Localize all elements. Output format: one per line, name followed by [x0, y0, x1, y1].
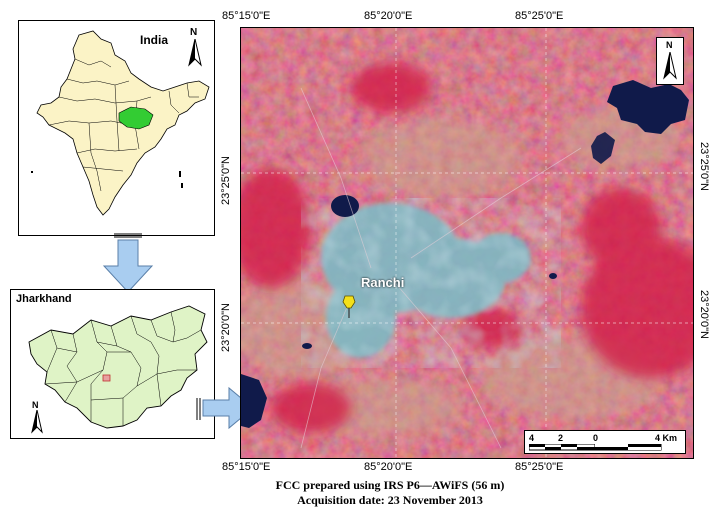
scale-bar: 4 2 0 4 Km — [524, 430, 686, 454]
satellite-image — [240, 27, 694, 459]
ranchi-highlight — [102, 374, 111, 382]
reservoir-north-east — [607, 80, 689, 134]
lake-south-west — [241, 374, 267, 428]
india-north-arrow: N — [185, 27, 205, 69]
scale-label-3: 4 Km — [655, 433, 678, 443]
north-arrow-icon — [188, 39, 202, 67]
scale-label-0: 4 — [529, 433, 535, 443]
jharkhand-title: Jharkhand — [16, 293, 72, 305]
caption-line-1: FCC prepared using IRS P6—AWiFS (56 m) — [275, 478, 505, 492]
lake-north — [331, 195, 359, 217]
jharkhand-outline — [28, 305, 208, 429]
lat-tick-right-2: 23°20'0"N — [698, 290, 710, 339]
north-label: N — [190, 27, 198, 38]
north-arrow-icon — [31, 410, 43, 434]
lon-tick-bottom-2: 85°20'0"E — [364, 461, 413, 473]
ranchi-pin-icon — [342, 295, 356, 318]
lon-tick-top-1: 85°15'0"E — [222, 10, 271, 22]
lat-tick-right-1: 23°25'0"N — [698, 142, 710, 191]
jharkhand-map — [28, 305, 208, 429]
jharkhand-highlight — [118, 106, 154, 130]
jharkhand-north-arrow: N — [29, 400, 49, 436]
ranchi-label: Ranchi — [361, 275, 405, 290]
lon-tick-bottom-1: 85°15'0"E — [222, 461, 271, 473]
lon-tick-top-3: 85°25'0"E — [515, 10, 564, 22]
india-inset-panel: India N — [18, 20, 215, 236]
india-map — [31, 30, 210, 216]
lat-tick-left-2: 23°20'0"N — [220, 303, 232, 352]
jharkhand-inset-panel: Jharkhand N — [10, 289, 215, 439]
scale-bar-graphic — [529, 444, 662, 451]
scale-label-1: 2 — [558, 433, 564, 443]
connector-arrow-down — [102, 233, 154, 293]
lon-tick-top-2: 85°20'0"E — [364, 10, 413, 22]
main-north-arrow: N — [656, 37, 684, 85]
scale-label-2: 0 — [593, 433, 599, 443]
north-arrow-icon — [663, 52, 677, 80]
north-label: N — [32, 400, 39, 410]
lon-tick-bottom-3: 85°25'0"E — [515, 461, 564, 473]
lat-tick-left-1: 23°25'0"N — [220, 156, 232, 205]
caption-line-2: Acquisition date: 23 November 2013 — [297, 493, 483, 507]
india-title: India — [140, 33, 169, 47]
north-label: N — [666, 40, 673, 50]
